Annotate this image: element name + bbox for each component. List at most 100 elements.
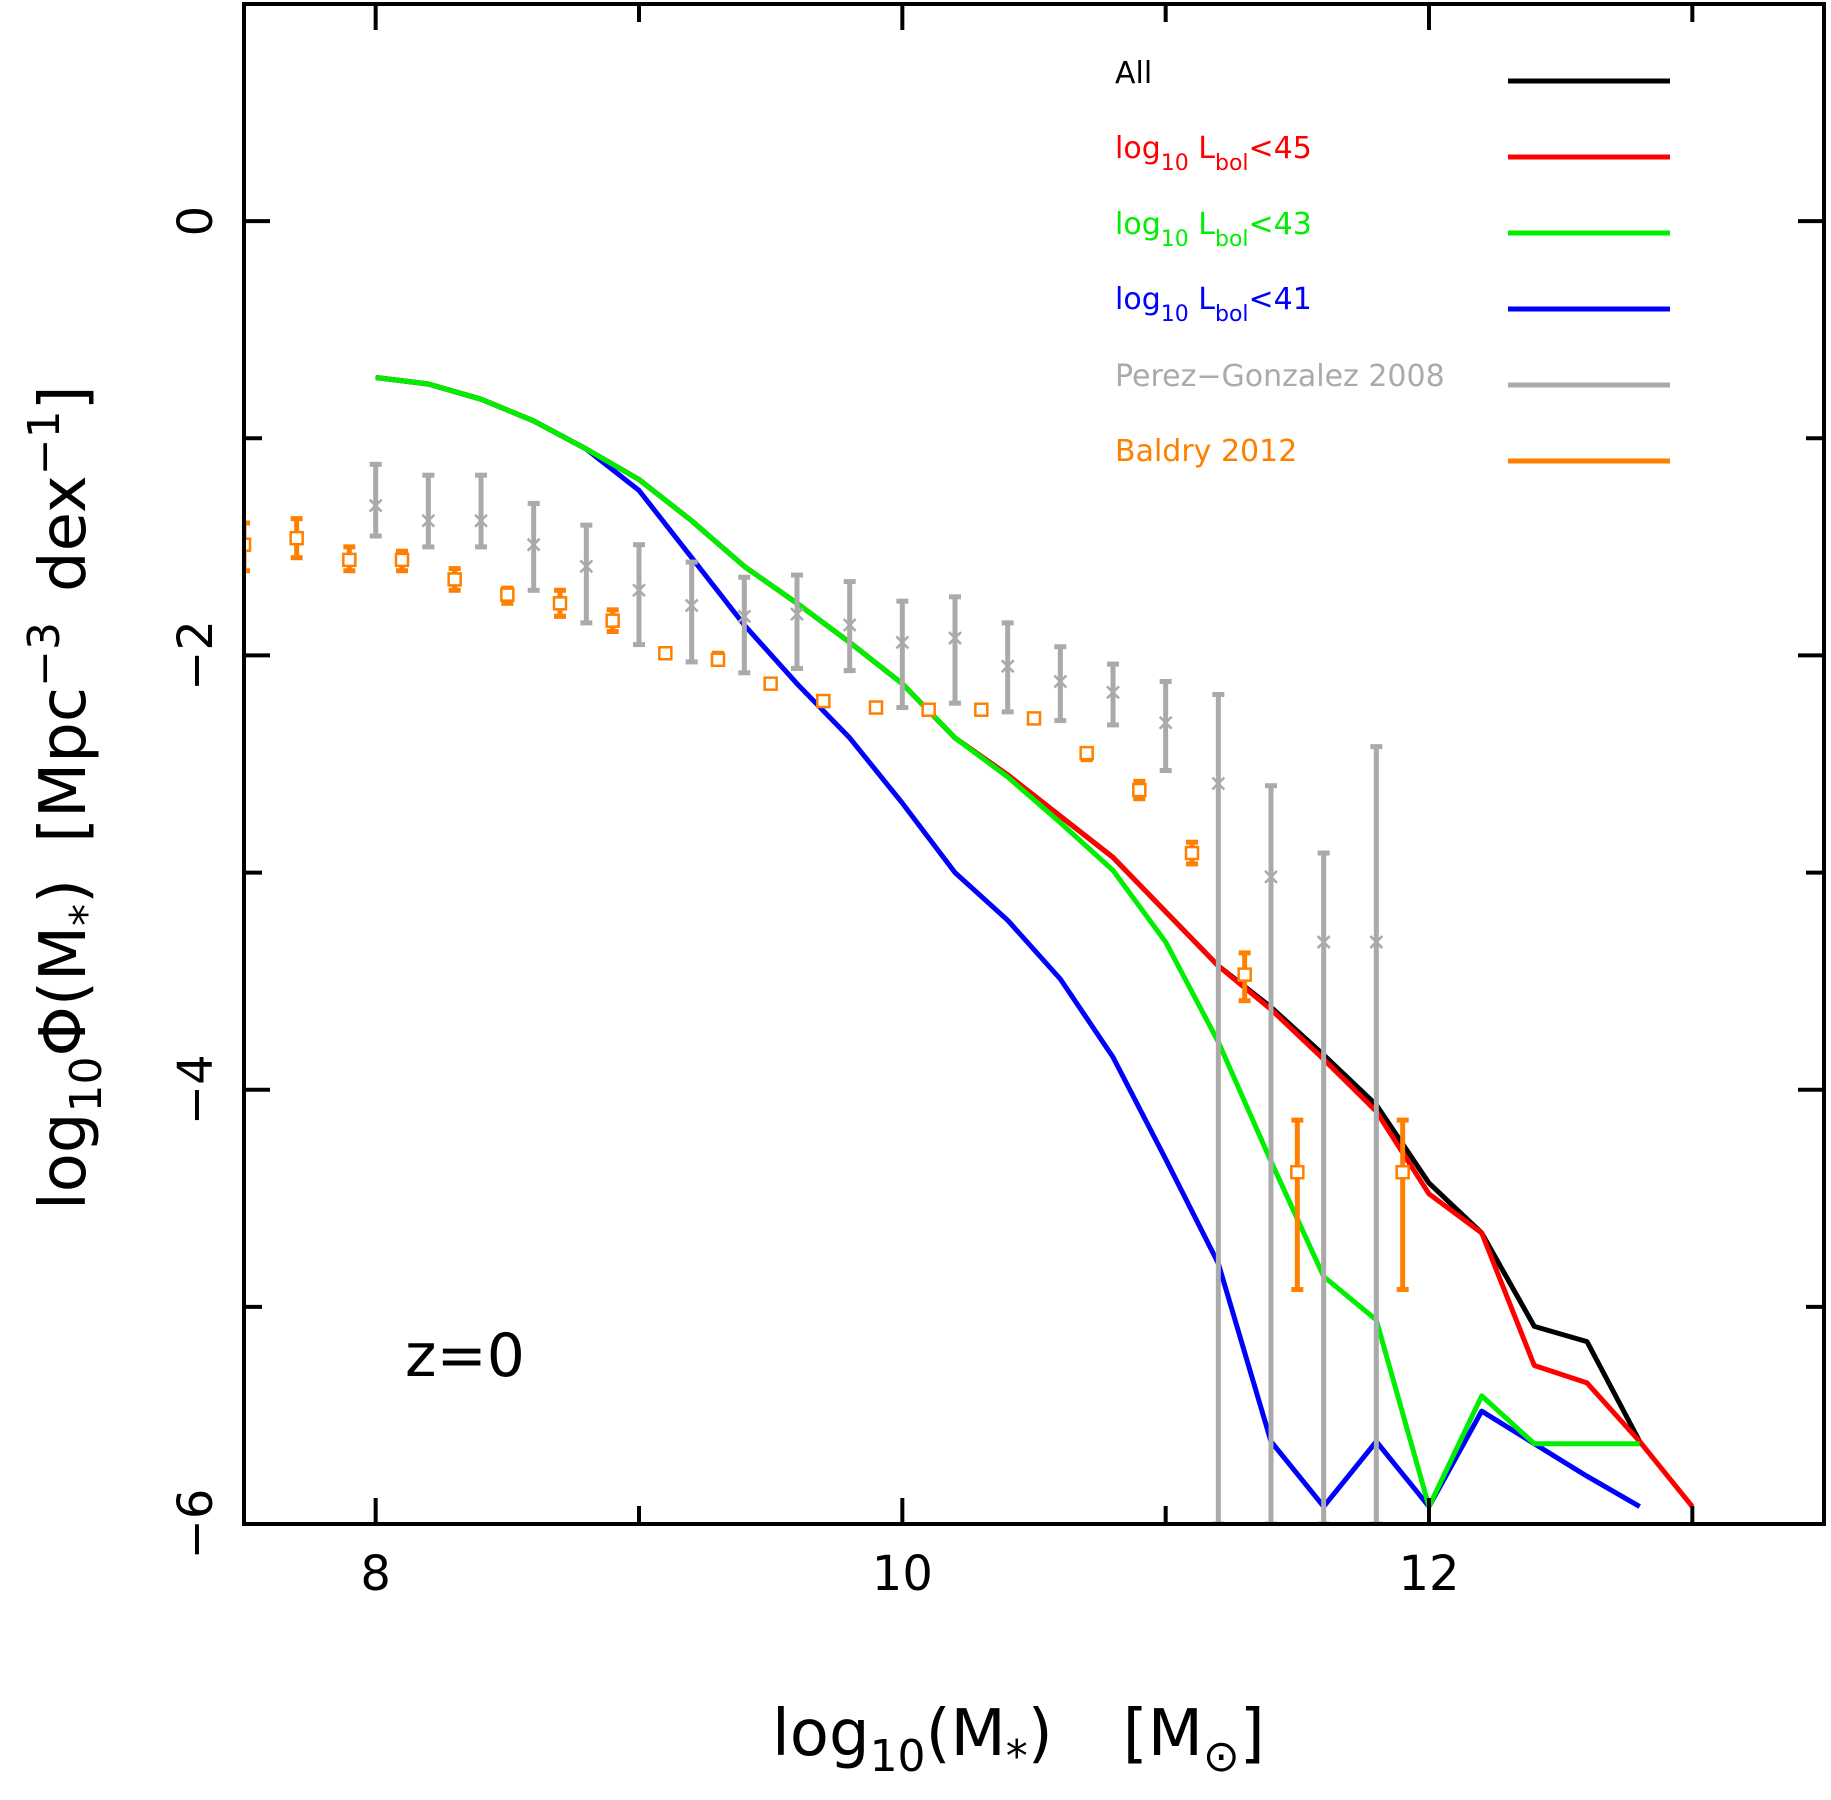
- errorbar-layer: [244, 461, 1410, 1524]
- square-marker: [658, 646, 673, 661]
- perez-gonzalez-point: [1053, 644, 1068, 724]
- baldry-point: [658, 646, 673, 661]
- square-marker: [1026, 711, 1042, 726]
- tick-label-layer: 8 10 12 −6 −4 −2 0: [168, 206, 1460, 1602]
- y-tick-label: −6: [168, 1489, 224, 1560]
- x-marker: [737, 609, 752, 624]
- square-marker: [394, 552, 410, 568]
- square-marker: [974, 702, 989, 717]
- legend-entry-lbol45: log10 Lbol<45: [1115, 131, 1670, 176]
- baldry-point: [1290, 1117, 1305, 1292]
- square-marker: [710, 652, 726, 668]
- square-marker: [342, 552, 357, 568]
- svg-text:Perez−Gonzalez 2008: Perez−Gonzalez 2008: [1115, 359, 1445, 394]
- perez-gonzalez-point: [737, 574, 752, 676]
- legend-label-all: All: [1115, 56, 1152, 91]
- legend-entry-all: All: [1115, 56, 1670, 91]
- baldry-point: [868, 700, 884, 715]
- perez-gonzalez-point: [895, 598, 910, 711]
- baldry-point: [244, 520, 252, 574]
- square-marker: [1132, 782, 1147, 798]
- svg-text:log10 Lbol<43: log10 Lbol<43: [1115, 207, 1312, 252]
- x-marker: [526, 537, 541, 552]
- square-marker: [500, 587, 515, 602]
- legend-entry-lbol43: log10 Lbol<43: [1115, 207, 1670, 252]
- x-marker: [1000, 659, 1015, 674]
- perez-gonzalez-point: [790, 572, 804, 671]
- perez-gonzalez-point: [526, 500, 541, 593]
- square-marker: [1395, 1164, 1410, 1180]
- y-axis-title: log10Φ(M*)[Mpc−3dex−1]: [19, 385, 112, 1210]
- baldry-point: [1132, 778, 1147, 802]
- baldry-point: [974, 702, 989, 717]
- baldry-point: [710, 650, 726, 668]
- y-tick-label: −2: [168, 620, 224, 691]
- perez-gonzalez-point: [1106, 661, 1120, 728]
- square-marker: [921, 702, 936, 717]
- x-marker: [421, 513, 436, 528]
- square-marker: [868, 700, 884, 715]
- x-axis-title: log10(M*) [M⊙]: [772, 1697, 1265, 1782]
- perez-gonzalez-point: [474, 472, 488, 550]
- legend-entry-perez-gonzalez: Perez−Gonzalez 2008: [1115, 359, 1670, 394]
- baldry-point: [447, 566, 462, 593]
- x-marker: [1158, 715, 1173, 730]
- x-tick-label: 12: [1398, 1546, 1459, 1602]
- legend: All log10 Lbol<45 log10 Lbol<43 log10 Lb…: [1115, 56, 1670, 469]
- perez-gonzalez-point: [632, 542, 646, 648]
- baldry-point: [816, 693, 831, 709]
- baldry-point: [1237, 950, 1252, 1004]
- perez-gonzalez-point: [842, 579, 857, 674]
- x-marker: [368, 498, 383, 513]
- x-tick-label: 10: [872, 1546, 933, 1602]
- legend-label-perez-gonzalez: Perez−Gonzalez 2008: [1115, 359, 1445, 394]
- perez-gonzalez-point: [368, 461, 383, 539]
- tick-layer: [244, 2, 1824, 1526]
- perez-gonzalez-point: [1369, 744, 1384, 1524]
- x-marker: [632, 583, 646, 598]
- perez-gonzalez-point: [1316, 850, 1331, 1524]
- legend-entry-baldry: Baldry 2012: [1115, 434, 1670, 469]
- y-tick-label: 0: [168, 206, 224, 237]
- square-marker: [605, 613, 620, 628]
- y-tick-label: −4: [168, 1054, 224, 1125]
- baldry-point: [921, 702, 936, 717]
- redshift-annotation: z=0: [405, 1321, 525, 1391]
- svg-text:log10 Lbol<45: log10 Lbol<45: [1115, 131, 1312, 176]
- perez-gonzalez-point: [579, 522, 594, 626]
- plot-frame: [242, 2, 1826, 1526]
- square-marker: [289, 530, 304, 546]
- x-marker: [790, 607, 804, 622]
- baldry-point: [289, 516, 304, 561]
- perez-gonzalez-point: [421, 472, 436, 550]
- square-marker: [244, 537, 252, 552]
- baldry-point: [1026, 711, 1042, 726]
- x-marker: [579, 559, 594, 574]
- baldry-point: [500, 585, 515, 606]
- baldry-point: [342, 544, 357, 574]
- square-marker: [816, 693, 831, 709]
- x-marker: [1264, 870, 1278, 884]
- perez-gonzalez-point: [948, 594, 962, 706]
- x-marker: [1369, 935, 1384, 949]
- baldry-point: [552, 587, 568, 619]
- x-marker: [1053, 674, 1068, 689]
- baldry-point: [763, 676, 778, 691]
- square-marker: [447, 572, 462, 587]
- x-marker: [895, 635, 910, 650]
- perez-gonzalez-point: [1158, 678, 1173, 774]
- perez-gonzalez-point: [1264, 783, 1278, 1524]
- perez-gonzalez-point: [1211, 692, 1226, 1524]
- baldry-point: [1395, 1117, 1410, 1292]
- x-tick-label: 8: [360, 1546, 391, 1602]
- x-marker: [948, 631, 962, 645]
- baldry-point: [605, 607, 620, 635]
- svg-text:Baldry 2012: Baldry 2012: [1115, 434, 1297, 469]
- square-marker: [552, 596, 568, 611]
- plot-background: [244, 4, 1824, 1524]
- x-marker: [474, 513, 488, 528]
- perez-gonzalez-point: [684, 559, 699, 665]
- square-marker: [1290, 1164, 1305, 1180]
- baldry-point: [394, 548, 410, 574]
